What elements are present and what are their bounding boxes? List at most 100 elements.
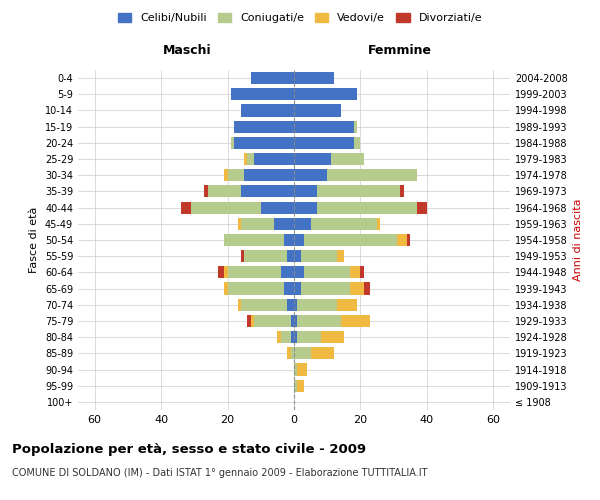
Bar <box>397 234 407 246</box>
Bar <box>311 218 377 230</box>
Bar <box>304 234 397 246</box>
Bar <box>191 202 261 213</box>
Bar <box>290 348 294 360</box>
Bar <box>311 348 334 360</box>
Bar <box>294 266 304 278</box>
Bar <box>317 202 417 213</box>
Bar <box>294 380 298 392</box>
Bar <box>294 88 357 101</box>
Bar <box>294 72 334 84</box>
Bar <box>294 282 301 294</box>
Bar <box>320 331 344 343</box>
Bar <box>294 169 327 181</box>
Bar <box>341 315 370 327</box>
Bar <box>294 218 311 230</box>
Bar <box>274 218 294 230</box>
Bar <box>290 315 294 327</box>
Bar <box>294 186 317 198</box>
Bar <box>227 266 281 278</box>
Bar <box>287 298 294 311</box>
Bar <box>354 120 357 132</box>
Bar <box>277 331 281 343</box>
Bar <box>281 266 294 278</box>
Bar <box>337 250 344 262</box>
Bar <box>227 169 244 181</box>
Legend: Celibi/Nubili, Coniugati/e, Vedovi/e, Divorziati/e: Celibi/Nubili, Coniugati/e, Vedovi/e, Di… <box>113 8 487 28</box>
Bar <box>337 298 357 311</box>
Text: COMUNE DI SOLDANO (IM) - Dati ISTAT 1° gennaio 2009 - Elaborazione TUTTITALIA.IT: COMUNE DI SOLDANO (IM) - Dati ISTAT 1° g… <box>12 468 427 477</box>
Y-axis label: Anni di nascita: Anni di nascita <box>573 198 583 281</box>
Bar <box>238 298 241 311</box>
Text: Popolazione per età, sesso e stato civile - 2009: Popolazione per età, sesso e stato civil… <box>12 442 366 456</box>
Y-axis label: Fasce di età: Fasce di età <box>29 207 39 273</box>
Bar <box>407 234 410 246</box>
Bar <box>294 120 354 132</box>
Bar <box>298 298 337 311</box>
Bar <box>400 186 404 198</box>
Bar <box>238 218 241 230</box>
Bar <box>298 380 304 392</box>
Bar <box>301 282 350 294</box>
Bar <box>294 250 301 262</box>
Bar <box>284 282 294 294</box>
Bar <box>244 153 247 165</box>
Bar <box>331 153 364 165</box>
Bar <box>287 250 294 262</box>
Bar <box>241 298 287 311</box>
Bar <box>304 266 350 278</box>
Bar <box>224 169 227 181</box>
Bar <box>227 282 284 294</box>
Bar <box>294 298 298 311</box>
Bar <box>301 250 337 262</box>
Bar <box>208 186 241 198</box>
Bar <box>231 137 234 149</box>
Bar <box>261 202 294 213</box>
Bar <box>298 331 320 343</box>
Bar <box>234 120 294 132</box>
Bar <box>290 331 294 343</box>
Bar <box>241 186 294 198</box>
Bar <box>298 364 307 376</box>
Bar <box>377 218 380 230</box>
Bar <box>327 169 417 181</box>
Bar <box>361 266 364 278</box>
Bar <box>287 348 290 360</box>
Bar <box>224 282 227 294</box>
Bar <box>294 331 298 343</box>
Bar <box>284 234 294 246</box>
Bar <box>294 202 317 213</box>
Bar <box>294 315 298 327</box>
Bar <box>254 315 290 327</box>
Bar <box>350 282 364 294</box>
Text: Maschi: Maschi <box>163 44 212 57</box>
Bar <box>294 348 311 360</box>
Bar <box>317 186 400 198</box>
Bar <box>234 137 294 149</box>
Bar <box>354 137 361 149</box>
Bar <box>241 104 294 117</box>
Bar <box>224 234 284 246</box>
Bar <box>231 88 294 101</box>
Bar <box>281 331 290 343</box>
Bar <box>417 202 427 213</box>
Bar <box>298 315 341 327</box>
Bar <box>350 266 361 278</box>
Bar <box>251 315 254 327</box>
Bar <box>254 153 294 165</box>
Text: Femmine: Femmine <box>368 44 433 57</box>
Bar <box>247 153 254 165</box>
Bar <box>218 266 224 278</box>
Bar <box>244 169 294 181</box>
Bar <box>294 234 304 246</box>
Bar <box>294 104 341 117</box>
Bar <box>294 137 354 149</box>
Bar <box>364 282 370 294</box>
Bar <box>224 266 227 278</box>
Bar <box>241 218 274 230</box>
Bar <box>251 72 294 84</box>
Bar <box>204 186 208 198</box>
Bar <box>244 250 287 262</box>
Bar <box>241 250 244 262</box>
Bar <box>247 315 251 327</box>
Bar <box>294 153 331 165</box>
